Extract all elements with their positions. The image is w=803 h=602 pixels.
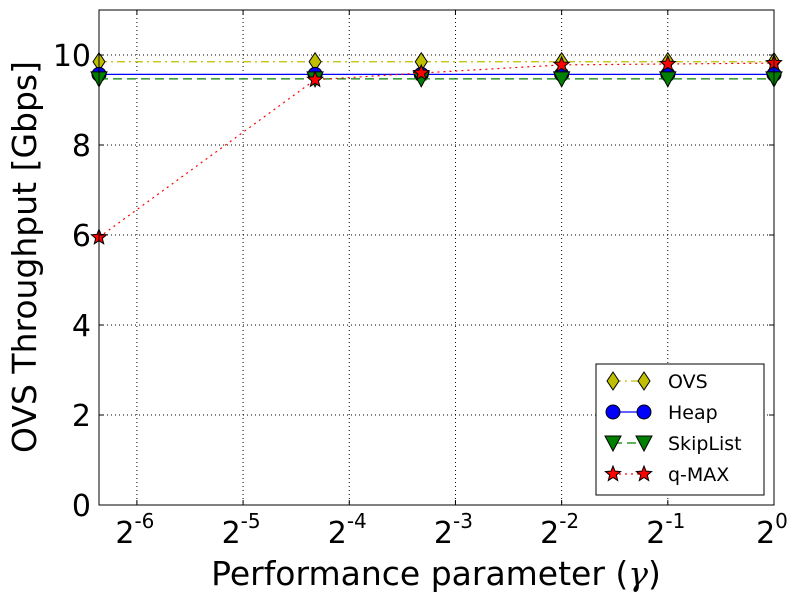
x-tick-exponent: -5 (241, 509, 261, 533)
legend-entry: SkipList (604, 433, 742, 455)
y-tick-label: 0 (72, 489, 91, 524)
series-line (98, 62, 775, 238)
x-axis-title-symbol: γ (628, 554, 648, 593)
x-axis-title-prefix: Performance parameter ( (211, 554, 628, 593)
y-tick-label: 2 (72, 399, 91, 434)
legend-label: SkipList (668, 433, 742, 455)
x-tick-base: 2 (434, 516, 453, 551)
legend-label: OVS (668, 371, 708, 393)
x-tick-base: 2 (756, 516, 775, 551)
x-tick-exponent: -4 (347, 509, 367, 533)
x-tick-base: 2 (222, 516, 241, 551)
x-tick-exponent: -2 (559, 509, 579, 533)
x-tick-base: 2 (328, 516, 347, 551)
legend-marker (637, 371, 651, 391)
legend-marker (604, 435, 622, 453)
y-tick-label: 4 (72, 309, 91, 344)
legend: OVS Heap SkipList q-MAX (595, 363, 765, 496)
x-tick-label: 2-6 (115, 509, 154, 551)
series-ovs (92, 51, 781, 72)
legend-entry: Heap (605, 402, 718, 424)
legend-marker (605, 404, 621, 420)
data-point (412, 63, 431, 81)
x-axis-title: Performance parameter (γ) (211, 554, 661, 593)
x-tick-label: 2-1 (646, 509, 685, 551)
x-tick-base: 2 (646, 516, 665, 551)
series-layer (90, 51, 783, 245)
data-point (658, 71, 677, 88)
legend-entry: q-MAX (604, 464, 729, 486)
data-point (552, 71, 571, 88)
legend-marker (604, 464, 622, 482)
x-tick-exponent: 0 (775, 509, 788, 533)
legend-marker (635, 464, 653, 482)
data-point (552, 55, 571, 73)
x-tick-label: 2-4 (328, 509, 367, 551)
data-point (658, 54, 677, 72)
legend-marker (606, 371, 620, 391)
x-axis-title-suffix: ) (648, 554, 661, 593)
x-tick-label: 20 (756, 509, 788, 551)
y-tick-label: 10 (53, 39, 91, 74)
y-tick-label: 8 (72, 129, 91, 164)
x-tick-label: 2-5 (222, 509, 261, 551)
series-q-max (90, 53, 783, 245)
x-tick-exponent: -3 (453, 509, 473, 533)
x-tick-label: 2-2 (540, 509, 579, 551)
legend-label: Heap (668, 402, 718, 424)
x-tick-base: 2 (115, 516, 134, 551)
y-axis-title: OVS Throughput [Gbps] (5, 61, 44, 453)
legend-marker (636, 404, 652, 420)
x-tick-exponent: -6 (134, 509, 154, 533)
legend-entry: OVS (606, 371, 708, 393)
y-tick-label: 6 (72, 219, 91, 254)
x-tick-exponent: -1 (665, 509, 685, 533)
plot-frame (98, 9, 775, 506)
data-point (306, 70, 324, 88)
x-tick-base: 2 (540, 516, 559, 551)
x-tick-label: 2-3 (434, 509, 473, 551)
legend-marker (635, 435, 653, 453)
legend-box (595, 363, 765, 496)
legend-label: q-MAX (668, 464, 729, 486)
